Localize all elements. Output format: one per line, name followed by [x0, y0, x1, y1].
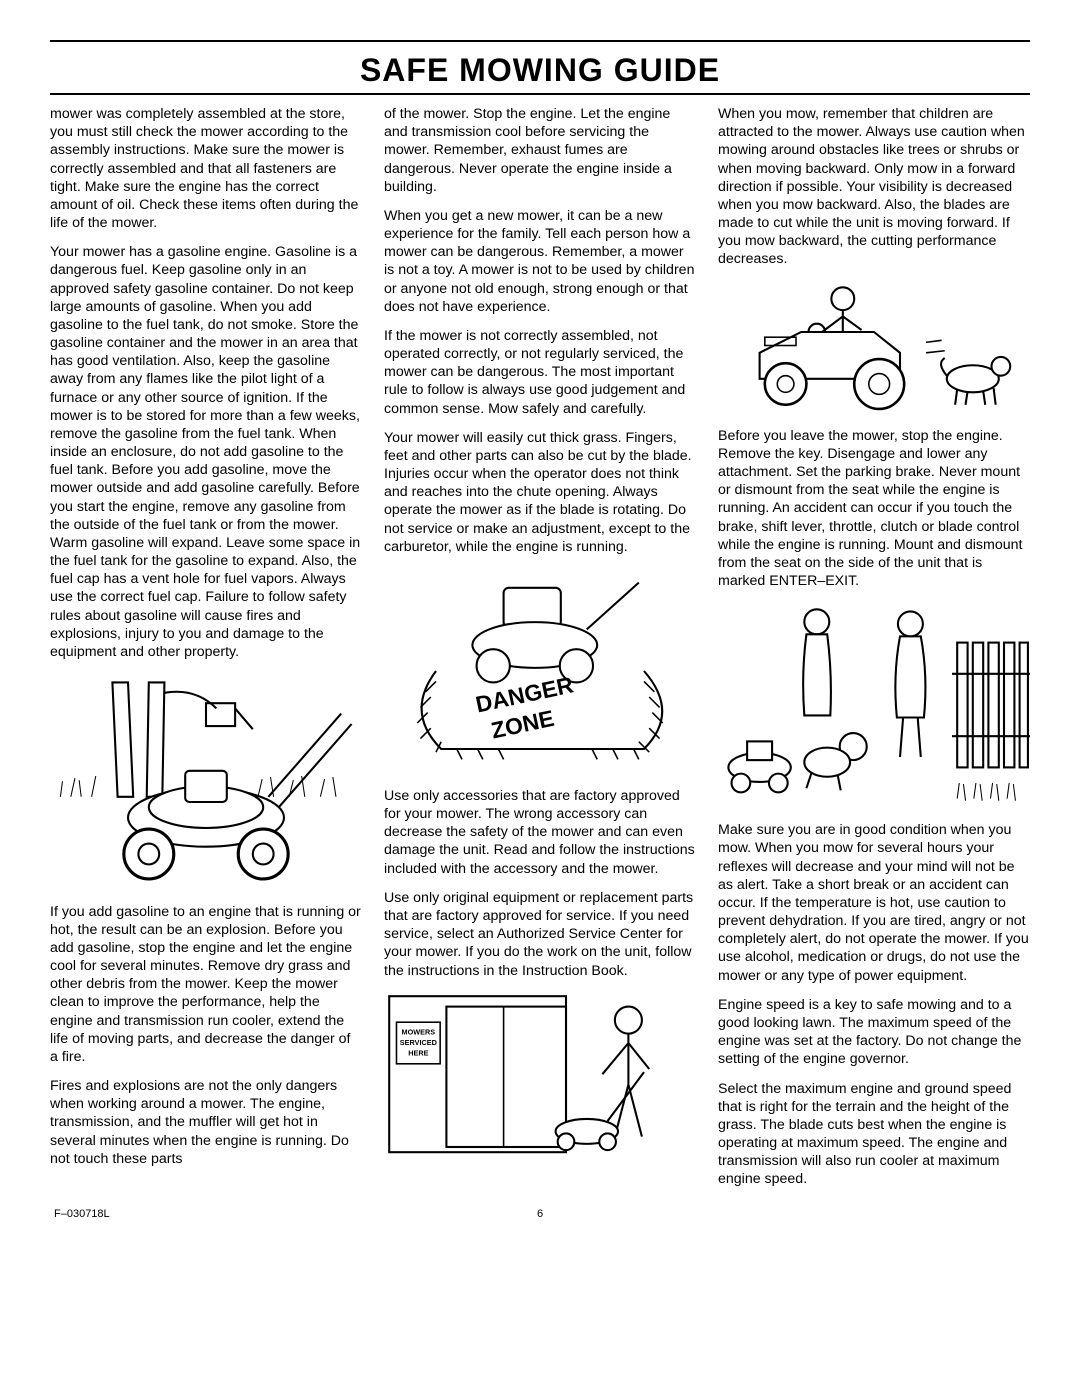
- illustration-riding-mower-dog: [718, 280, 1030, 415]
- col3-para5: Select the maximum engine and ground spe…: [718, 1080, 1030, 1189]
- col1-para2: Your mower has a gasoline engine. Gasoli…: [50, 243, 362, 661]
- col3-para2: Before you leave the mower, stop the eng…: [718, 427, 1030, 591]
- page-title: SAFE MOWING GUIDE: [50, 46, 1030, 93]
- page-number: 6: [537, 1208, 543, 1220]
- column-3: When you mow, remember that children are…: [718, 105, 1030, 1200]
- sign-line-2: SERVICED: [400, 1038, 437, 1047]
- col2-para1: of the mower. Stop the engine. Let the e…: [384, 105, 696, 196]
- col2-para6: Use only original equipment or replaceme…: [384, 889, 696, 980]
- illustration-danger-zone: DANGER ZONE: [384, 567, 696, 775]
- col2-para2: When you get a new mower, it can be a ne…: [384, 207, 696, 316]
- col2-para3: If the mower is not correctly assembled,…: [384, 327, 696, 418]
- col2-para5: Use only accessories that are factory ap…: [384, 787, 696, 878]
- footer-spacer: [1023, 1208, 1026, 1220]
- footer-code: F–030718L: [54, 1208, 110, 1220]
- illustration-children-fence: [718, 601, 1030, 809]
- sign-line-3: HERE: [408, 1048, 428, 1057]
- bottom-rule: [50, 93, 1030, 95]
- sign-line-1: MOWERS: [402, 1027, 436, 1036]
- content-columns: mower was completely assembled at the st…: [50, 105, 1030, 1200]
- illustration-service-center: MOWERS SERVICED HERE: [384, 991, 696, 1157]
- col2-para4: Your mower will easily cut thick grass. …: [384, 429, 696, 556]
- col1-para1: mower was completely assembled at the st…: [50, 105, 362, 232]
- col3-para4: Engine speed is a key to safe mowing and…: [718, 996, 1030, 1069]
- col1-para4: Fires and explosions are not the only da…: [50, 1077, 362, 1168]
- column-1: mower was completely assembled at the st…: [50, 105, 362, 1200]
- top-rule: [50, 40, 1030, 42]
- column-2: of the mower. Stop the engine. Let the e…: [384, 105, 696, 1200]
- footer: F–030718L 6: [50, 1208, 1030, 1220]
- col1-para3: If you add gasoline to an engine that is…: [50, 903, 362, 1067]
- illustration-fueling-mower: [50, 672, 362, 890]
- col3-para1: When you mow, remember that children are…: [718, 105, 1030, 269]
- col3-para3: Make sure you are in good condition when…: [718, 821, 1030, 985]
